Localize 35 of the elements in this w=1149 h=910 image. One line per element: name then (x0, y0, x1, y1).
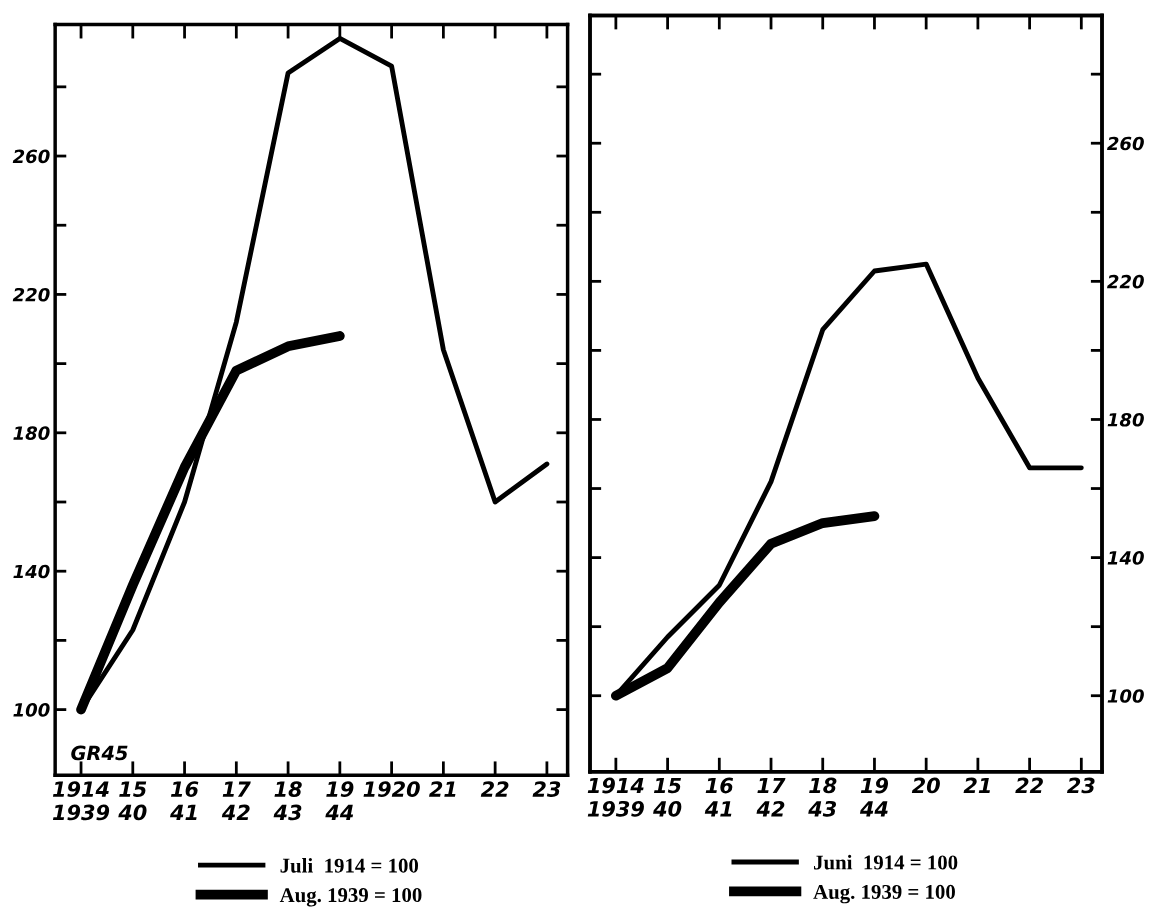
y2-tick-label: 220 (1107, 274, 1144, 289)
x-tick-label: 18 43 (808, 777, 837, 817)
x-tick-label: 15 40 (653, 777, 682, 817)
y-tick-label: 180 (13, 426, 50, 440)
y-tick-label: 260 (12, 149, 50, 164)
legend-label: Juni 1914 = 100 (814, 854, 958, 870)
x-tick-label: 22 (1015, 777, 1043, 794)
x-tick-label: 21 (429, 781, 456, 797)
y2-tick-label: 180 (1107, 412, 1144, 427)
x-tick-label: 1920 (363, 781, 420, 798)
legend-label: Juli 1914 = 100 (280, 858, 419, 873)
x-tick-label: 17 42 (221, 781, 251, 821)
y2-tick-label: 100 (1107, 689, 1144, 703)
legend-label: Aug. 1939 = 100 (813, 884, 955, 904)
x-tick-label: 17 42 (756, 777, 786, 817)
annotation: GR45 (71, 745, 128, 761)
x-tick-label: 1914 1939 (587, 777, 644, 817)
x-tick-label: 22 (480, 781, 509, 797)
x-tick-label: 23 (1066, 777, 1095, 794)
x-tick-label: 19 44 (325, 781, 354, 821)
x-tick-label: 19 44 (859, 777, 889, 817)
y-tick-label: 140 (13, 564, 50, 579)
x-tick-label: 15 40 (118, 781, 147, 821)
x-tick-label: 16 41 (704, 777, 734, 817)
x-tick-label: 16 41 (170, 781, 199, 821)
x-tick-label: 21 (963, 777, 990, 794)
x-tick-label: 23 (532, 781, 561, 797)
y-tick-label: 220 (12, 287, 50, 302)
x-tick-label: 20 (911, 777, 940, 794)
y-tick-label: 100 (13, 703, 50, 717)
y2-tick-label: 260 (1107, 136, 1144, 151)
legend-label: Aug. 1939 = 100 (279, 888, 422, 907)
x-tick-label: 18 43 (273, 781, 302, 821)
y2-tick-label: 140 (1107, 551, 1144, 565)
x-tick-label: 1914 1939 (52, 781, 110, 821)
